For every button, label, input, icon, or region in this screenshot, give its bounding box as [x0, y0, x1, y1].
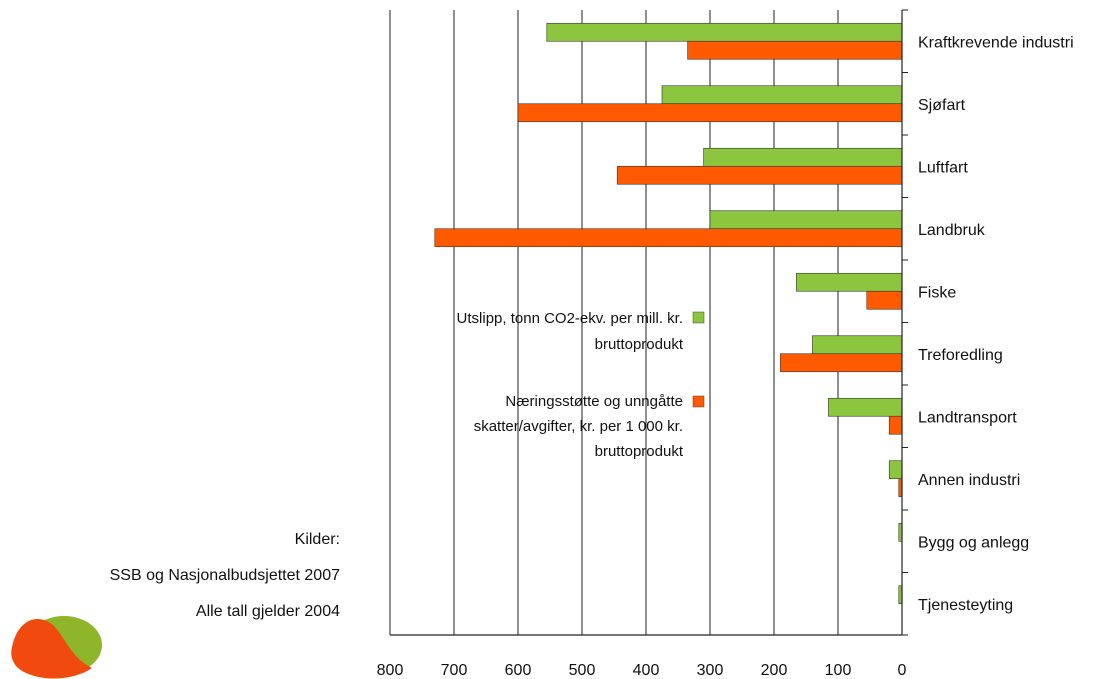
source-label: Kilder:	[294, 531, 340, 548]
legend-label-subsidies-line1: Næringsstøtte og unngåtte	[505, 393, 683, 410]
x-tick-label: 600	[505, 662, 532, 679]
bar-subsidies	[780, 353, 903, 373]
legend-label-emissions-line2: bruttoprodukt	[595, 336, 684, 353]
category-label: Luftfart	[918, 159, 968, 176]
x-tick-label: 400	[633, 662, 660, 679]
bar-emissions	[888, 460, 903, 480]
bar-emissions	[812, 335, 903, 355]
logo-orange-shape	[11, 619, 92, 679]
bars	[434, 22, 903, 605]
x-tick-label: 0	[898, 662, 907, 679]
category-label: Bygg og anlegg	[918, 534, 1029, 551]
x-tick-label: 500	[569, 662, 596, 679]
category-label: Tjenesteyting	[918, 597, 1013, 614]
category-label: Landtransport	[918, 409, 1017, 426]
source-line-1: SSB og Nasjonalbudsjettet 2007	[109, 567, 340, 584]
category-axis: Kraftkrevende industri Sjøfart Luftfart Lan…	[918, 34, 1074, 614]
bar-emissions	[828, 397, 903, 417]
x-tick-label: 700	[441, 662, 468, 679]
bar-subsidies	[687, 40, 903, 60]
legend-label-emissions-line1: Utslipp, tonn CO2-ekv. per mill. kr.	[457, 310, 683, 327]
value-axis: 0 100 200 300 400 500 600 700 800	[377, 9, 908, 679]
logo	[11, 616, 102, 679]
bar-emissions	[796, 272, 903, 292]
x-tick-label: 800	[377, 662, 404, 679]
category-label: Sjøfart	[918, 97, 966, 114]
legend-label-subsidies-line3: bruttoprodukt	[595, 443, 684, 460]
legend-swatch-emissions	[692, 311, 705, 324]
bar-emissions	[661, 85, 903, 105]
bar-subsidies	[866, 290, 903, 310]
bar-subsidies	[434, 228, 903, 248]
category-label: Landbruk	[918, 222, 986, 239]
x-tick-label: 100	[825, 662, 852, 679]
legend-swatch-subsidies	[692, 395, 705, 408]
category-label: Annen industri	[918, 472, 1020, 489]
bar-emissions	[546, 22, 903, 42]
category-label: Kraftkrevende industri	[918, 34, 1074, 51]
category-label: Treforedling	[918, 347, 1003, 364]
bar-emissions	[709, 210, 903, 230]
category-label: Fiske	[918, 284, 956, 301]
legend-label-subsidies-line2: skatter/avgifter, kr. per 1 000 kr.	[474, 418, 683, 435]
bar-subsidies	[888, 415, 903, 435]
bar-emissions	[703, 147, 903, 167]
x-tick-label: 200	[761, 662, 788, 679]
x-tick-label: 300	[697, 662, 724, 679]
legend: Utslipp, tonn CO2-ekv. per mill. kr. bru…	[457, 310, 705, 460]
source-line-2: Alle tall gjelder 2004	[195, 603, 340, 620]
bar-subsidies	[517, 103, 903, 123]
bar-subsidies	[616, 165, 903, 185]
